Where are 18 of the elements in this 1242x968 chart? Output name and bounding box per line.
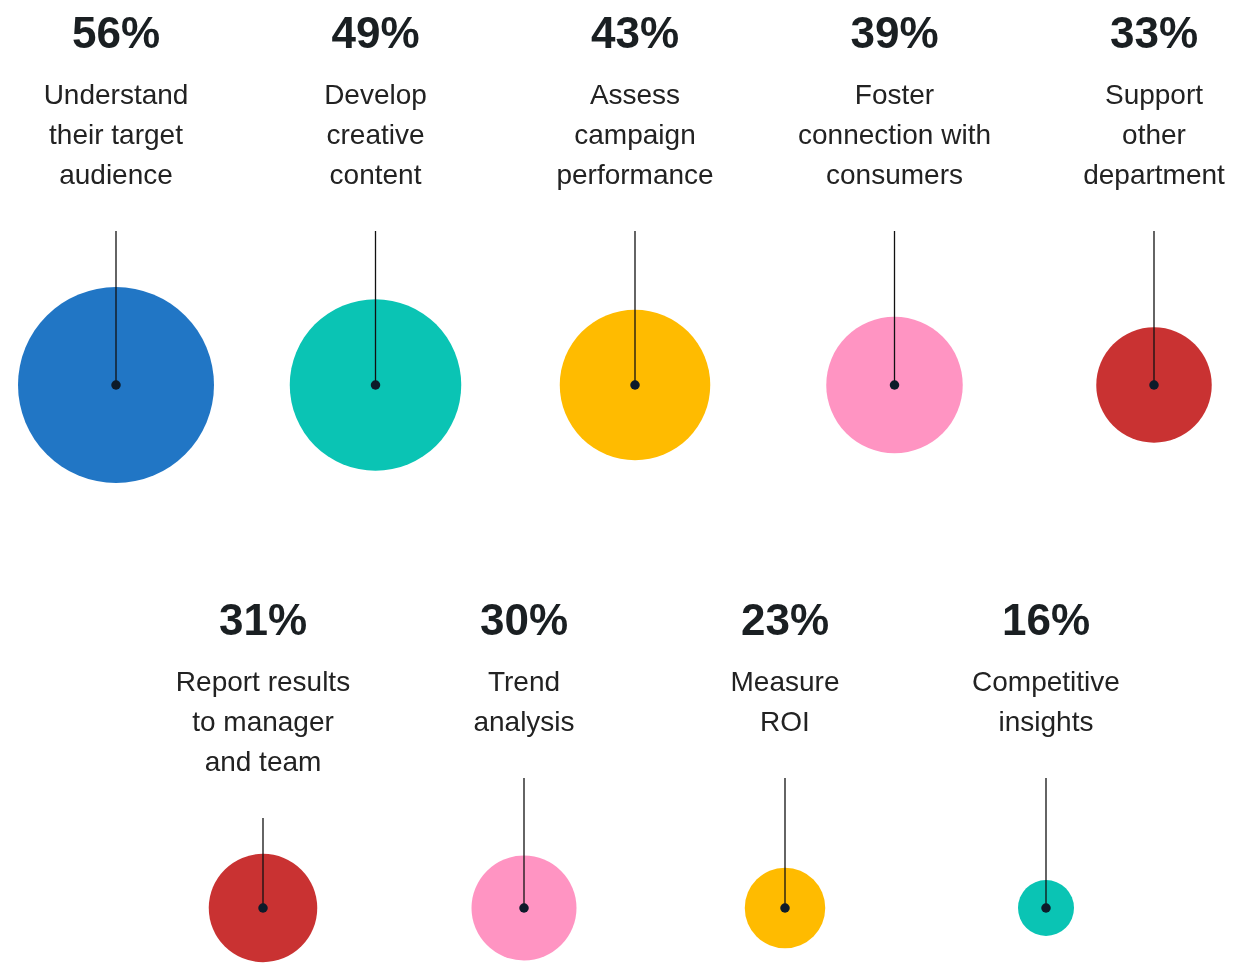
data-label: 43% [590, 8, 680, 57]
data-label: 30% [479, 595, 569, 644]
data-label: 33% [1109, 8, 1199, 57]
category-label: Support other department [1083, 79, 1226, 190]
category-label: Measure ROI [730, 666, 840, 737]
data-label: 49% [331, 8, 420, 57]
data-label: 56% [71, 8, 161, 57]
category-label: Trend analysis [473, 666, 575, 737]
category-label: Develop creative content [324, 79, 427, 190]
category-label: Foster connection with consumers [797, 79, 992, 190]
category-label: Assess campaign performance [556, 79, 714, 190]
data-label: 16% [1001, 595, 1091, 644]
data-label: 23% [740, 595, 830, 644]
data-label: 31% [218, 595, 308, 644]
category-label: Understand their target audience [43, 79, 189, 190]
data-label: 39% [850, 8, 939, 57]
category-label: Report results to manager and team [175, 666, 351, 777]
category-label: Competitive insights [972, 666, 1120, 737]
